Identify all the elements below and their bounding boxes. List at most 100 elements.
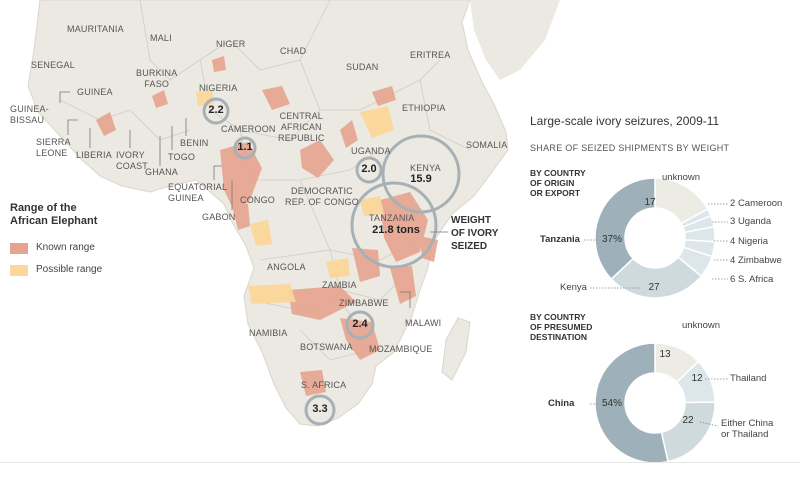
dest-thailand-value: 12 bbox=[691, 373, 703, 384]
dest-china-label: China bbox=[548, 398, 575, 409]
label-tanzania: TANZANIA bbox=[369, 213, 415, 223]
origin-small-1-value: 2 bbox=[730, 198, 736, 209]
origin-small-5-name: S. Africa bbox=[737, 274, 774, 285]
weight-of-ivory-seized-label: WEIGHT OF IVORY SEIZED bbox=[451, 215, 499, 252]
origin-small-5-value: 6 bbox=[730, 274, 736, 285]
legend-title: Range of the African Elephant bbox=[10, 202, 98, 227]
label-zambia: ZAMBIA bbox=[322, 280, 357, 290]
origin-slice-tanzania bbox=[594, 177, 656, 281]
dest-unknown-value: 13 bbox=[659, 349, 671, 360]
origin-small-3-value: 4 bbox=[730, 236, 736, 247]
seizure-value-tanzania: 21.8 tons bbox=[372, 224, 420, 236]
label-liberia: LIBERIA bbox=[76, 150, 112, 160]
origin-small-2-name: Uganda bbox=[737, 216, 772, 227]
label-ivory-coast: IVORY COAST bbox=[116, 150, 149, 171]
label-drc: DEMOCRATIC REP. OF CONGO bbox=[285, 186, 359, 207]
label-zimbabwe: ZIMBABWE bbox=[339, 298, 389, 308]
seizure-value-zimbabwe: 2.4 bbox=[352, 318, 368, 330]
label-niger: NIGER bbox=[216, 39, 246, 49]
bottom-divider bbox=[0, 462, 800, 463]
seizure-circles bbox=[202, 97, 461, 426]
label-congo: CONGO bbox=[240, 195, 276, 205]
origin-small-5: 6 S. Africa bbox=[730, 274, 773, 285]
possible-range-areas bbox=[196, 90, 394, 304]
origin-small-2-value: 3 bbox=[730, 216, 736, 227]
seizure-value-uganda: 2.0 bbox=[361, 163, 377, 175]
label-guinea: GUINEA bbox=[77, 87, 113, 97]
label-nigeria: NIGERIA bbox=[199, 83, 238, 93]
label-malawi: MALAWI bbox=[405, 318, 442, 328]
circle-kenya bbox=[381, 134, 461, 214]
seizure-value-nigeria: 2.2 bbox=[208, 104, 224, 116]
madagascar-landmass bbox=[441, 317, 471, 381]
label-togo: TOGO bbox=[168, 152, 196, 162]
label-botswana: BOTSWANA bbox=[300, 342, 353, 352]
seizure-value-s-africa: 3.3 bbox=[312, 403, 328, 415]
origin-small-3-name: Nigeria bbox=[737, 236, 769, 247]
origin-small-1: 2 Cameroon bbox=[730, 198, 782, 209]
dest-china-pct: 54% bbox=[601, 398, 622, 409]
circle-cameroon bbox=[233, 136, 257, 160]
label-mali: MALI bbox=[150, 33, 172, 43]
dest-unknown-label: unknown bbox=[682, 320, 721, 331]
origin-tanzania-label: Tanzania bbox=[540, 234, 580, 245]
origin-unknown-value: 17 bbox=[644, 197, 656, 208]
label-senegal: SENEGAL bbox=[31, 60, 75, 70]
circle-tanzania bbox=[350, 181, 438, 269]
label-burkina-faso: BURKINA FASO bbox=[136, 68, 178, 89]
label-gabon: GABON bbox=[202, 212, 236, 222]
label-ethiopia: ETHIOPIA bbox=[402, 103, 446, 113]
origin-small-2: 3 Uganda bbox=[730, 216, 771, 227]
known-range-swatch bbox=[10, 243, 28, 254]
circle-zimbabwe bbox=[345, 310, 375, 340]
origin-unknown-label: unknown bbox=[662, 172, 701, 183]
label-cameroon: CAMEROON bbox=[221, 124, 276, 134]
label-angola: ANGOLA bbox=[267, 262, 306, 272]
label-sudan: SUDAN bbox=[346, 62, 379, 72]
origin-small-4-value: 4 bbox=[730, 255, 736, 266]
origin-tanzania-pct: 37% bbox=[601, 234, 622, 245]
origin-kenya-value: 27 bbox=[648, 282, 660, 293]
origin-small-3: 4 Nigeria bbox=[730, 236, 768, 247]
possible-range-swatch bbox=[10, 265, 28, 276]
destination-slice-either-china-or-thailand bbox=[660, 401, 716, 463]
label-benin: BENIN bbox=[180, 138, 209, 148]
arabia-landmass bbox=[470, 0, 560, 80]
seizure-value-kenya: 15.9 bbox=[410, 173, 432, 185]
circle-uganda bbox=[355, 156, 383, 184]
label-sierra-leone: SIERRA LEONE bbox=[36, 137, 71, 158]
panel-subtitle: SHARE OF SEIZED SHIPMENTS BY WEIGHT bbox=[530, 143, 730, 153]
circle-s-africa bbox=[304, 394, 336, 426]
label-equatorial-guinea: EQUATORIAL GUINEA bbox=[168, 182, 228, 203]
destination-heading: BY COUNTRY OF PRESUMED DESTINATION bbox=[530, 312, 593, 342]
label-mauritania: MAURITANIA bbox=[67, 24, 124, 34]
circle-nigeria bbox=[202, 97, 230, 125]
known-range-label: Known range bbox=[36, 242, 95, 253]
label-central-african-republic: CENTRAL AFRICAN REPUBLIC bbox=[278, 111, 325, 143]
dest-thailand-label: Thailand bbox=[730, 373, 767, 384]
label-chad: CHAD bbox=[280, 46, 307, 56]
label-somalia: SOMALIA bbox=[466, 140, 508, 150]
origin-small-1-name: Cameroon bbox=[737, 198, 783, 209]
label-s-africa: S. AFRICA bbox=[301, 380, 347, 390]
destination-slice-china bbox=[594, 342, 669, 464]
leader-lines bbox=[59, 91, 448, 308]
seizure-value-cameroon: 1.1 bbox=[237, 141, 253, 153]
label-kenya: KENYA bbox=[410, 163, 441, 173]
label-namibia: NAMIBIA bbox=[249, 328, 288, 338]
label-eritrea: ERITREA bbox=[410, 50, 451, 60]
label-guinea-bissau: GUINEA- BISSAU bbox=[10, 104, 49, 125]
label-mozambique: MOZAMBIQUE bbox=[369, 344, 433, 354]
origin-small-4-name: Zimbabwe bbox=[737, 255, 782, 266]
origin-kenya-label: Kenya bbox=[560, 282, 587, 293]
origin-heading: BY COUNTRY OF ORIGIN OR EXPORT bbox=[530, 168, 586, 198]
label-ghana: GHANA bbox=[145, 167, 179, 177]
possible-range-label: Possible range bbox=[36, 264, 103, 275]
panel-title: Large-scale ivory seizures, 2009-11 bbox=[530, 114, 720, 128]
dest-either-value: 22 bbox=[682, 415, 694, 426]
label-uganda: UGANDA bbox=[351, 146, 391, 156]
origin-small-4: 4 Zimbabwe bbox=[730, 255, 782, 266]
